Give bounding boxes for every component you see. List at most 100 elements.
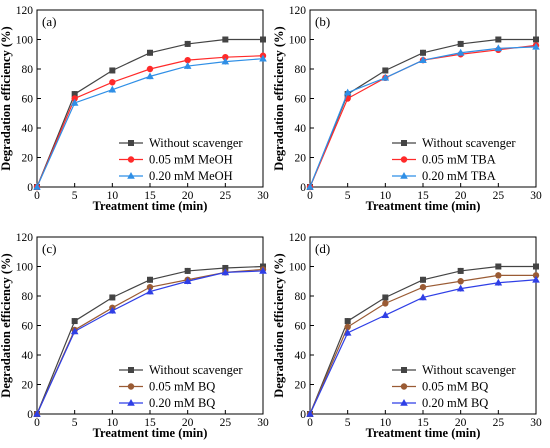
y-tick-label: 40 bbox=[295, 123, 307, 135]
legend-entry-0: Without scavenger bbox=[392, 363, 516, 377]
data-point-square bbox=[109, 294, 116, 301]
x-tick-label: 30 bbox=[257, 417, 269, 429]
y-tick-label: 40 bbox=[295, 350, 307, 362]
data-point-square bbox=[420, 276, 426, 283]
x-tick-label: 10 bbox=[380, 417, 392, 429]
y-tick-label: 80 bbox=[22, 64, 34, 76]
data-point-circle bbox=[382, 300, 389, 307]
data-point-square bbox=[71, 91, 78, 98]
data-point-triangle bbox=[400, 399, 408, 406]
x-tick-label: 0 bbox=[34, 190, 40, 202]
legend-entry-2: 0.20 mM TBA bbox=[392, 169, 496, 183]
legend-label: 0.20 mM TBA bbox=[422, 169, 496, 183]
data-point-square bbox=[222, 264, 229, 271]
series-2 bbox=[306, 42, 540, 190]
x-tick-label: 20 bbox=[182, 190, 194, 202]
y-tick-label: 80 bbox=[295, 64, 307, 76]
x-axis-title: Treatment time (min) bbox=[366, 199, 481, 213]
data-point-circle bbox=[457, 278, 464, 285]
data-point-square bbox=[128, 367, 134, 373]
data-point-square bbox=[260, 36, 266, 43]
data-point-triangle bbox=[70, 327, 79, 335]
y-tick-label: 60 bbox=[22, 94, 34, 106]
data-point-triangle bbox=[127, 399, 135, 406]
x-tick-label: 15 bbox=[144, 190, 156, 202]
panel-label: (c) bbox=[42, 241, 56, 256]
y-axis-title: Degradation efficiency (%) bbox=[272, 253, 286, 397]
legend-label: 0.05 mM BQ bbox=[422, 380, 488, 394]
x-tick-label: 30 bbox=[530, 417, 542, 429]
series-2 bbox=[33, 266, 267, 417]
x-tick-label: 10 bbox=[107, 417, 119, 429]
y-tick-label: 120 bbox=[16, 5, 34, 17]
data-point-square bbox=[184, 40, 191, 47]
data-point-triangle bbox=[221, 268, 230, 276]
x-tick-label: 30 bbox=[257, 190, 269, 202]
y-tick-label: 20 bbox=[22, 153, 34, 165]
data-point-square bbox=[457, 40, 464, 47]
legend-label: 0.20 mM BQ bbox=[422, 396, 488, 410]
data-point-triangle bbox=[456, 48, 465, 56]
chart-panel-0: 0 5 10 15 20 25 30 0 20 40 60 80 100 120 Treatment tim… bbox=[0, 5, 269, 213]
legend-label: Without scavenger bbox=[149, 363, 243, 377]
data-point-triangle bbox=[259, 266, 267, 274]
data-point-circle bbox=[127, 156, 135, 163]
y-tick-label: 0 bbox=[27, 409, 33, 421]
panel-label: (b) bbox=[315, 14, 330, 29]
x-axis-title: Treatment time (min) bbox=[366, 426, 481, 440]
data-point-square bbox=[533, 263, 539, 270]
y-tick-label: 100 bbox=[16, 262, 34, 274]
y-tick-label: 20 bbox=[295, 380, 307, 392]
data-point-square bbox=[495, 263, 502, 270]
series-1 bbox=[306, 42, 540, 191]
legend-entry-1: 0.05 mM BQ bbox=[392, 380, 488, 394]
data-point-circle bbox=[344, 323, 351, 331]
data-point-circle bbox=[400, 156, 408, 163]
legend-entry-0: Without scavenger bbox=[119, 363, 243, 377]
legend-entry-0: Without scavenger bbox=[392, 136, 516, 150]
data-point-triangle bbox=[400, 172, 408, 179]
y-tick-label: 0 bbox=[27, 182, 33, 194]
legend-entry-2: 0.20 mM BQ bbox=[392, 396, 488, 410]
data-point-square bbox=[344, 318, 351, 325]
data-point-triangle bbox=[419, 293, 427, 301]
y-tick-label: 100 bbox=[16, 35, 34, 47]
data-point-square bbox=[71, 318, 78, 325]
data-point-triangle bbox=[146, 287, 154, 295]
legend-entry-1: 0.05 mM MeOH bbox=[119, 153, 233, 167]
legend-entry-2: 0.20 mM BQ bbox=[119, 396, 215, 410]
series-2 bbox=[306, 275, 540, 417]
data-point-triangle bbox=[70, 98, 79, 106]
data-point-circle bbox=[184, 56, 191, 64]
series-2 bbox=[33, 54, 267, 190]
y-tick-label: 80 bbox=[22, 291, 34, 303]
chart-panel-2: 0 5 10 15 20 25 30 0 20 40 60 80 100 120 Treatment tim… bbox=[0, 232, 269, 440]
data-point-triangle bbox=[494, 44, 503, 52]
x-tick-label: 5 bbox=[72, 417, 78, 429]
y-tick-label: 0 bbox=[300, 182, 306, 194]
x-tick-label: 20 bbox=[455, 190, 467, 202]
data-point-circle bbox=[109, 79, 116, 86]
legend-label: Without scavenger bbox=[422, 136, 516, 150]
legend-label: 0.05 mM TBA bbox=[422, 153, 496, 167]
data-point-square bbox=[495, 36, 502, 43]
panel-label: (a) bbox=[42, 14, 56, 29]
data-point-square bbox=[533, 36, 539, 43]
x-tick-label: 0 bbox=[307, 190, 313, 202]
data-point-circle bbox=[127, 383, 135, 390]
x-tick-label: 5 bbox=[345, 417, 351, 429]
y-axis-title: Degradation efficiency (%) bbox=[272, 26, 286, 170]
data-point-square bbox=[222, 36, 229, 43]
data-point-square bbox=[147, 49, 153, 56]
data-point-circle bbox=[419, 283, 427, 291]
data-point-triangle bbox=[183, 62, 192, 69]
legend-label: 0.20 mM BQ bbox=[149, 396, 215, 410]
data-point-square bbox=[420, 49, 426, 56]
data-point-triangle bbox=[456, 284, 465, 292]
x-tick-label: 20 bbox=[455, 417, 467, 429]
legend-label: 0.05 mM BQ bbox=[149, 380, 215, 394]
x-axis-title: Treatment time (min) bbox=[93, 199, 208, 213]
data-point-square bbox=[128, 140, 134, 146]
y-tick-label: 60 bbox=[295, 94, 307, 106]
x-tick-label: 10 bbox=[380, 190, 392, 202]
